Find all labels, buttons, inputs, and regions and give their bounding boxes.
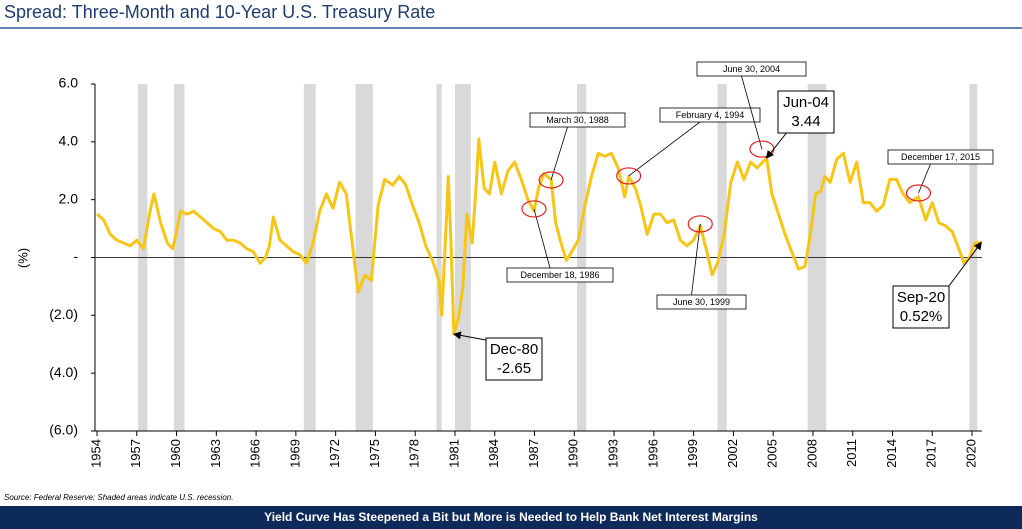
note-text: June 30, 2004 — [723, 64, 780, 74]
x-tick-label: 1990 — [566, 439, 581, 468]
callout-value: 0.52% — [900, 308, 943, 325]
note-box — [887, 149, 994, 165]
note-text: December 17, 2015 — [901, 152, 980, 162]
x-tick-label: 1969 — [287, 439, 302, 468]
callout-arrow — [948, 241, 982, 287]
x-tick-label: 1972 — [327, 439, 342, 468]
note-text: February 4, 1994 — [676, 110, 745, 120]
callout-box — [892, 285, 950, 329]
chart-title: Spread: Three-Month and 10-Year U.S. Tre… — [4, 2, 435, 22]
x-tick-label: 1954 — [88, 439, 103, 468]
note-leader — [918, 163, 931, 194]
note-leader — [533, 208, 551, 269]
note-leader — [628, 121, 701, 177]
note-circle — [538, 171, 564, 189]
callout-arrow — [765, 130, 789, 159]
spread-line — [96, 137, 982, 336]
note-circle — [616, 167, 642, 185]
y-tick-label: (2.0) — [49, 306, 78, 322]
note-circle — [687, 215, 713, 233]
callout-label: Dec-80 — [490, 341, 538, 358]
note-leader — [691, 223, 701, 296]
x-tick-label: 1963 — [208, 439, 223, 468]
note-box — [529, 112, 626, 128]
x-tick-label: 1960 — [168, 439, 183, 468]
note-box — [656, 294, 747, 310]
note-box — [506, 267, 614, 283]
x-tick-label: 1999 — [685, 439, 700, 468]
callout-label: Jun-04 — [783, 94, 829, 111]
note-text: June 30, 1999 — [673, 297, 730, 307]
note-text: March 30, 1988 — [546, 115, 609, 125]
y-tick-label: (6.0) — [49, 422, 78, 438]
note-leader — [741, 75, 763, 150]
x-tick-label: 1984 — [486, 439, 501, 468]
y-tick-label: 4.0 — [59, 133, 79, 149]
note-box — [696, 61, 807, 77]
footer-bar — [0, 506, 1022, 529]
callout-value: -2.65 — [497, 360, 531, 377]
y-tick-label: 6.0 — [59, 75, 79, 91]
x-tick-label: 2020 — [963, 439, 978, 468]
x-tick-label: 1981 — [446, 439, 461, 468]
y-tick-label: (4.0) — [49, 364, 78, 380]
source-note: Source: Federal Reserve; Shaded areas in… — [4, 493, 233, 502]
x-tick-label: 1978 — [407, 439, 422, 468]
note-box — [659, 107, 761, 123]
callout-box — [485, 337, 543, 381]
note-leader — [550, 126, 568, 181]
x-tick-label: 1975 — [367, 439, 382, 468]
callout-label: Sep-20 — [897, 289, 945, 306]
x-tick-label: 1987 — [526, 439, 541, 468]
y-axis-label: (%) — [15, 248, 30, 268]
x-tick-label: 2008 — [804, 439, 819, 468]
note-text: December 18, 1986 — [520, 270, 599, 280]
x-tick-label: 2002 — [725, 439, 740, 468]
callout-arrow — [452, 331, 487, 341]
note-circle — [521, 200, 547, 218]
callout-value: 3.44 — [791, 113, 820, 130]
x-tick-label: 2014 — [884, 439, 899, 468]
x-tick-label: 2005 — [765, 439, 780, 468]
x-tick-label: 2011 — [844, 439, 859, 467]
callout-box — [777, 90, 835, 134]
y-tick-label: - — [73, 248, 78, 264]
note-circle — [905, 184, 932, 202]
x-tick-label: 2017 — [924, 439, 939, 468]
footer-text: Yield Curve Has Steepened a Bit but More… — [264, 510, 758, 524]
x-tick-label: 1993 — [606, 439, 621, 468]
x-tick-label: 1957 — [128, 439, 143, 468]
x-tick-label: 1996 — [645, 439, 660, 468]
x-tick-label: 1966 — [248, 439, 263, 468]
y-tick-label: 2.0 — [59, 190, 79, 206]
